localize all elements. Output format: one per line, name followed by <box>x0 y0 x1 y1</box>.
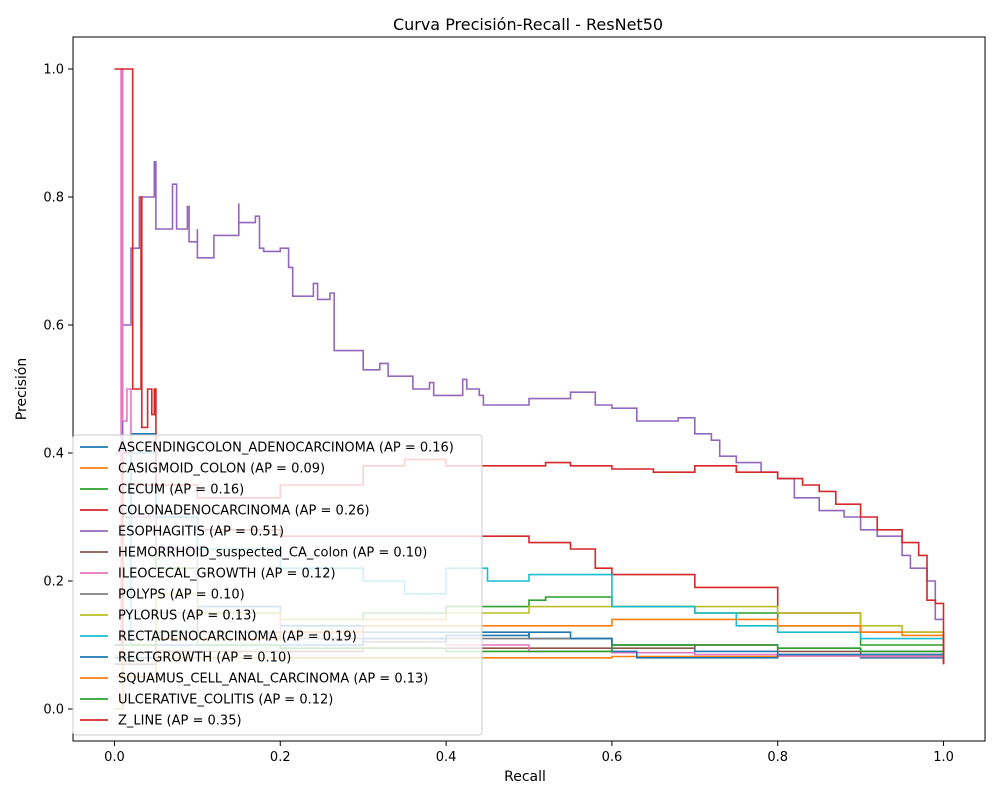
x-tick-label: 0.6 <box>602 750 623 765</box>
legend-label-12: ULCERATIVE_COLITIS (AP = 0.12) <box>118 693 333 708</box>
x-tick-label: 0.8 <box>767 750 788 765</box>
y-axis-title: Precisión <box>14 358 30 420</box>
x-tick-label: 0.4 <box>436 750 457 765</box>
plot-frame <box>72 36 986 742</box>
y-tick-label: 0.4 <box>43 447 64 462</box>
x-tick-label: 0.2 <box>270 750 291 765</box>
ticks-layer: 0.0 0.2 0.4 0.6 0.8 1.0 0.0 0.2 0.4 0.6 0.8 1.0 <box>43 63 954 766</box>
legend-label-10: RECTGROWTH (AP = 0.10) <box>118 651 291 666</box>
legend-label-3: COLONADENOCARCINOMA (AP = 0.26) <box>118 504 370 519</box>
x-axis-title: Recall <box>504 769 546 785</box>
y-tick-label: 1.0 <box>43 63 64 78</box>
chart-title: Curva Precisión-Recall - ResNet50 <box>393 15 663 34</box>
legend-label-6: ILEOCECAL_GROWTH (AP = 0.12) <box>118 567 336 582</box>
legend-label-5: HEMORRHOID_suspected_CA_colon (AP = 0.10… <box>118 546 427 561</box>
x-tick-label: 0.0 <box>104 750 125 765</box>
y-tick-label: 0.0 <box>43 703 64 718</box>
legend-label-1: CASIGMOID_COLON (AP = 0.09) <box>118 462 325 477</box>
legend-box <box>72 434 483 736</box>
legend-label-9: RECTADENOCARCINOMA (AP = 0.19) <box>118 630 357 645</box>
legend-label-4: ESOPHAGITIS (AP = 0.51) <box>118 525 284 540</box>
x-tick-label: 1.0 <box>933 750 954 765</box>
y-tick-label: 0.8 <box>43 191 64 206</box>
legend-label-13: Z_LINE (AP = 0.35) <box>118 714 242 729</box>
legend-label-7: POLYPS (AP = 0.10) <box>118 588 245 603</box>
legend-label-11: SQUAMUS_CELL_ANAL_CARCINOMA (AP = 0.13) <box>118 672 428 687</box>
legend-label-8: PYLORUS (AP = 0.13) <box>118 609 256 624</box>
legend-label-0: ASCENDINGCOLON_ADENOCARCINOMA (AP = 0.16… <box>118 441 454 456</box>
legend: ASCENDINGCOLON_ADENOCARCINOMA (AP = 0.16… <box>72 434 483 736</box>
y-tick-label: 0.6 <box>43 319 64 334</box>
legend-label-2: CECUM (AP = 0.16) <box>118 483 244 498</box>
series-line-13 <box>114 68 945 665</box>
y-tick-label: 0.2 <box>43 575 64 590</box>
